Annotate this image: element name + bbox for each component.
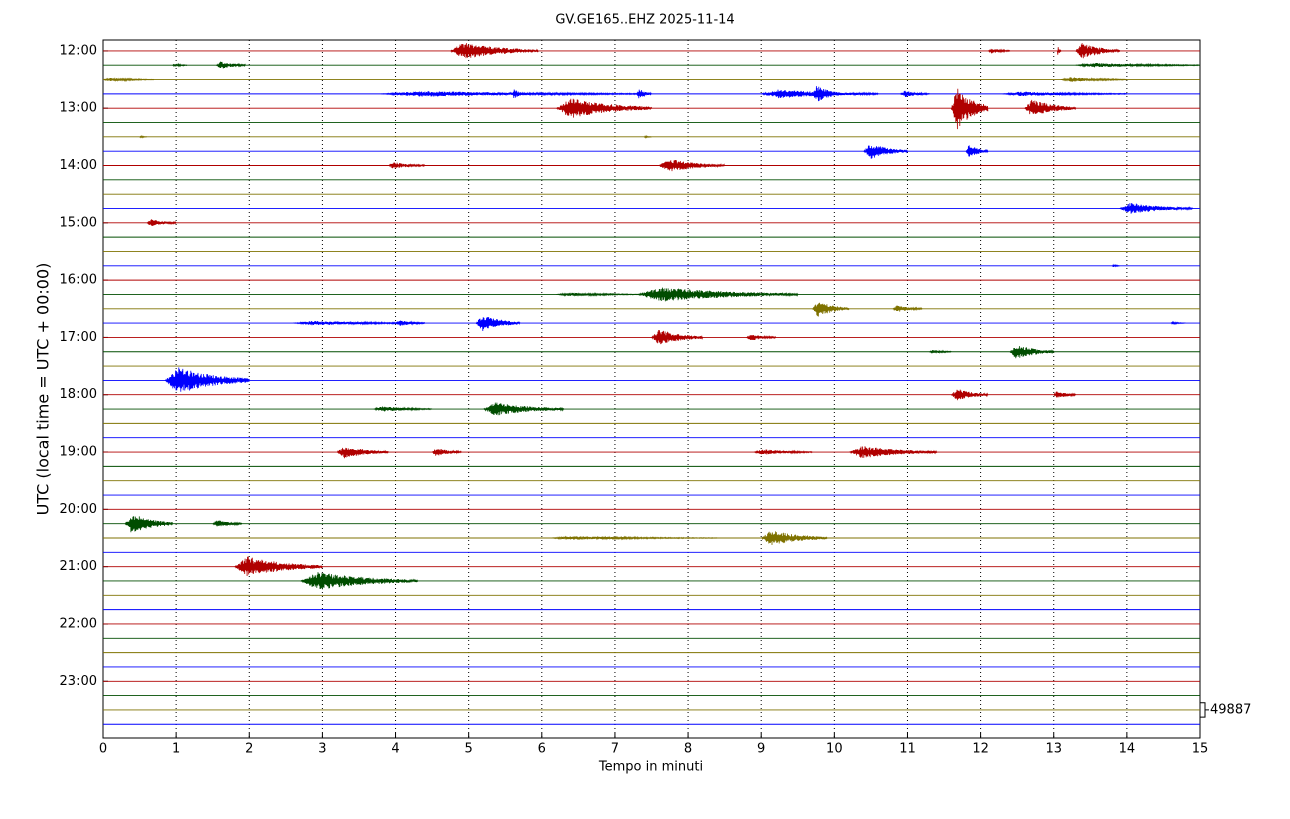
x-tick-label: 10 (826, 742, 843, 757)
plot-frame (102, 39, 1201, 739)
seismic-event (431, 449, 462, 456)
seismic-event (1111, 263, 1120, 268)
seismic-event (102, 77, 155, 82)
y-tick-label: 16:00 (60, 273, 97, 288)
y-tick-label: 14:00 (60, 158, 97, 173)
seismic-event (483, 402, 565, 416)
x-tick-label: 15 (1192, 742, 1209, 757)
seismic-event (812, 302, 850, 317)
x-tick-label: 0 (99, 742, 107, 757)
seismic-event (450, 43, 539, 59)
y-tick-label: 22:00 (60, 616, 97, 631)
y-tick-label: 19:00 (60, 445, 97, 460)
seismic-event (651, 329, 704, 345)
seismic-event (1024, 99, 1077, 115)
seismic-event (395, 320, 426, 326)
seismic-event (863, 145, 908, 159)
seismic-event (300, 572, 418, 590)
y-axis-label: UTC (local time = UTC + 00:00) (34, 263, 53, 516)
x-axis-label: Tempo in minuti (598, 760, 703, 775)
seismic-event (812, 86, 842, 102)
y-tick-label: 17:00 (60, 330, 97, 345)
seismic-event (643, 134, 652, 139)
seismic-event (1119, 203, 1194, 214)
seismic-event (1075, 43, 1120, 59)
y-tick-label: 18:00 (60, 387, 97, 402)
seismic-event (164, 367, 250, 392)
seismic-event (951, 389, 989, 401)
seismic-event (1002, 91, 1128, 97)
scale-label: 49887 (1210, 702, 1251, 717)
seismic-event (1075, 62, 1201, 68)
seismic-event (1060, 77, 1128, 82)
seismic-event (965, 145, 989, 157)
seismic-event (892, 305, 923, 312)
y-tick-label: 21:00 (60, 559, 97, 574)
seismic-event (1009, 346, 1055, 359)
seismic-event (636, 89, 652, 99)
seismic-event (929, 349, 952, 354)
x-tick-label: 13 (1045, 742, 1062, 757)
x-tick-label: 14 (1119, 742, 1136, 757)
x-tick-label: 11 (899, 742, 916, 757)
seismic-event (216, 61, 246, 69)
x-tick-label: 7 (611, 742, 619, 757)
seismic-event (556, 98, 652, 118)
seismic-event (146, 219, 177, 227)
chart-title: GV.GE165..EHZ 2025-11-14 (555, 13, 734, 28)
y-tick-label: 13:00 (60, 101, 97, 116)
y-tick-label: 15:00 (60, 215, 97, 230)
seismic-event (336, 447, 389, 459)
seismic-event (658, 159, 725, 172)
seismic-event (1057, 47, 1062, 55)
seismic-event (139, 134, 148, 139)
y-tick-label: 23:00 (60, 674, 97, 689)
scale-bracket (1200, 702, 1209, 718)
seismic-event (848, 446, 938, 458)
seismic-event (388, 162, 426, 169)
x-tick-label: 8 (684, 742, 692, 757)
x-tick-label: 5 (465, 742, 473, 757)
seismic-event (234, 556, 323, 577)
seismic-event (373, 406, 433, 412)
seismic-event (1170, 320, 1186, 326)
seismic-event (212, 520, 243, 527)
seismic-event (172, 62, 188, 68)
seismic-event (475, 317, 521, 332)
x-tick-label: 4 (391, 742, 399, 757)
seismic-event (124, 516, 173, 533)
seismic-event (950, 88, 989, 130)
y-tick-label: 12:00 (60, 43, 97, 58)
x-tick-label: 2 (245, 742, 253, 757)
x-tick-label: 12 (972, 742, 989, 757)
seismic-event (512, 89, 524, 99)
seismic-event (753, 449, 813, 455)
seismic-event (899, 90, 930, 98)
seismic-event (549, 535, 718, 541)
seismic-event (1053, 391, 1077, 398)
x-tick-label: 3 (318, 742, 326, 757)
x-tick-label: 1 (172, 742, 180, 757)
x-tick-label: 6 (538, 742, 546, 757)
y-tick-label: 20:00 (60, 502, 97, 517)
seismic-event (746, 335, 777, 341)
seismic-event (636, 287, 799, 302)
seismic-event (987, 48, 1011, 54)
seismic-event (556, 292, 645, 297)
x-tick-label: 9 (757, 742, 765, 757)
seismic-event (761, 531, 828, 546)
